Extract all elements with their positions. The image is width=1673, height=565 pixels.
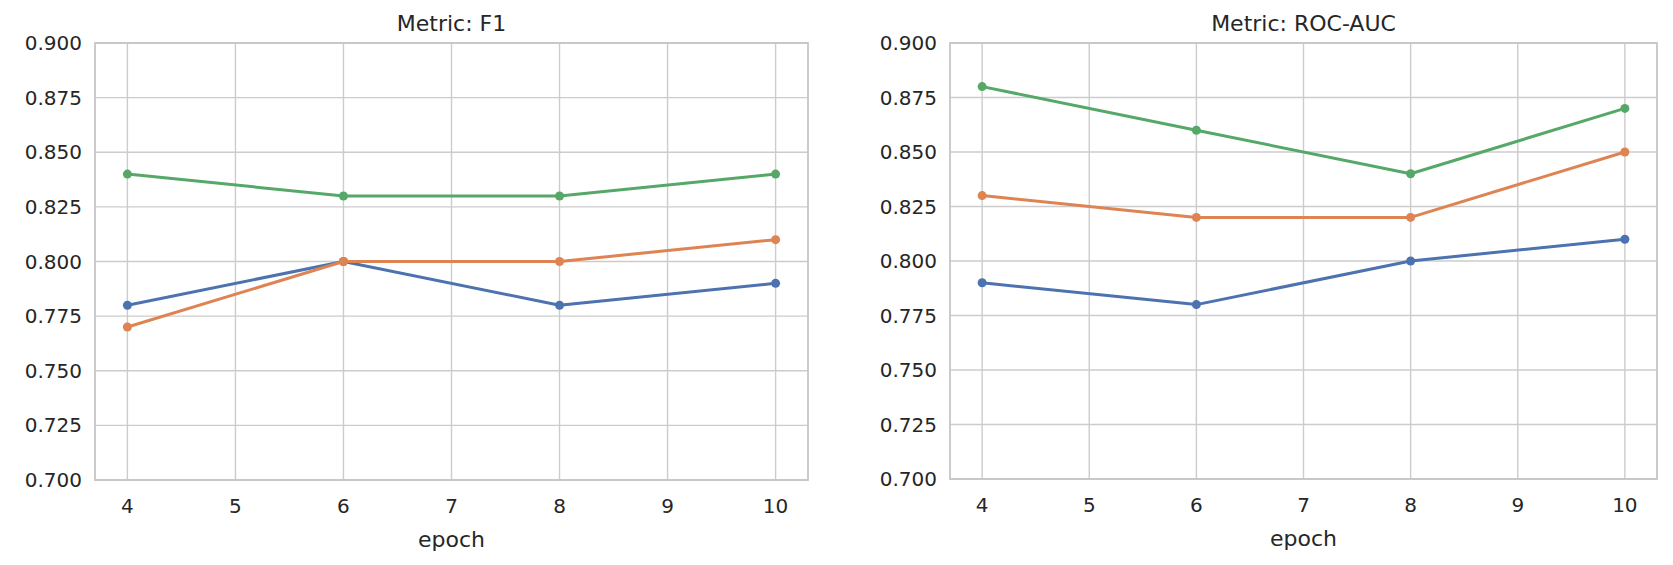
y-tick-label: 0.825 <box>25 195 82 219</box>
x-tick-label: 7 <box>445 494 458 518</box>
orange-series-marker <box>1406 213 1415 222</box>
green-series-marker <box>1192 126 1201 135</box>
y-tick-label: 0.775 <box>25 304 82 328</box>
blue-series-marker <box>555 301 564 310</box>
y-tick-label: 0.800 <box>880 249 937 273</box>
orange-series-marker <box>123 323 132 332</box>
f1-chart-canvas: 0.700 0.725 0.750 0.775 0.800 0.825 0.850 0.875… <box>0 0 836 565</box>
green-series-marker <box>978 82 987 91</box>
y-tick-label: 0.750 <box>880 358 937 382</box>
blue-series-marker <box>1620 235 1629 244</box>
y-tick-label: 0.900 <box>25 31 82 55</box>
blue-series-marker <box>1406 257 1415 266</box>
orange-series-marker <box>339 257 348 266</box>
figure-canvas: 0.700 0.725 0.750 0.775 0.800 0.825 0.850 0.875… <box>0 0 1673 565</box>
x-tick-label: 7 <box>1297 493 1310 517</box>
x-tick-label: 6 <box>337 494 350 518</box>
orange-series-marker <box>1620 148 1629 157</box>
orange-series-marker <box>1192 213 1201 222</box>
blue-series-marker <box>1192 300 1201 309</box>
x-tick-label: 5 <box>1083 493 1096 517</box>
f1-chart-panel: 0.700 0.725 0.750 0.775 0.800 0.825 0.850 0.875… <box>0 0 836 565</box>
roc-auc-xaxis-label: epoch <box>1270 526 1337 551</box>
x-tick-label: 5 <box>229 494 242 518</box>
y-tick-label: 0.875 <box>25 86 82 110</box>
green-series-marker <box>1620 104 1629 113</box>
green-series-marker <box>339 191 348 200</box>
y-tick-label: 0.700 <box>880 467 937 491</box>
orange-series-marker <box>555 257 564 266</box>
y-tick-label: 0.725 <box>880 413 937 437</box>
green-series-marker <box>123 170 132 179</box>
y-tick-label: 0.850 <box>880 140 937 164</box>
x-tick-label: 4 <box>976 493 989 517</box>
f1-chart-title: Metric: F1 <box>397 11 506 36</box>
x-tick-label: 10 <box>763 494 788 518</box>
y-tick-label: 0.775 <box>880 304 937 328</box>
y-tick-label: 0.875 <box>880 86 937 110</box>
x-tick-label: 9 <box>1511 493 1524 517</box>
roc-auc-chart-canvas: 0.700 0.725 0.750 0.775 0.800 0.825 0.850 0.875… <box>836 0 1673 565</box>
y-tick-label: 0.750 <box>25 359 82 383</box>
blue-series-marker <box>771 279 780 288</box>
green-series-marker <box>555 191 564 200</box>
y-tick-label: 0.900 <box>880 31 937 55</box>
x-tick-label: 10 <box>1612 493 1637 517</box>
orange-series-marker <box>978 191 987 200</box>
x-tick-label: 9 <box>661 494 674 518</box>
green-series-marker <box>1406 169 1415 178</box>
green-series-marker <box>771 170 780 179</box>
x-tick-label: 4 <box>121 494 134 518</box>
x-tick-label: 8 <box>553 494 566 518</box>
orange-series-marker <box>771 235 780 244</box>
roc-auc-chart-panel: 0.700 0.725 0.750 0.775 0.800 0.825 0.850 0.875… <box>836 0 1672 565</box>
f1-xaxis-label: epoch <box>418 527 485 552</box>
roc-auc-chart-title: Metric: ROC-AUC <box>1211 11 1396 36</box>
y-tick-label: 0.800 <box>25 250 82 274</box>
y-tick-label: 0.825 <box>880 195 937 219</box>
x-tick-label: 8 <box>1404 493 1417 517</box>
x-tick-label: 6 <box>1190 493 1203 517</box>
y-tick-label: 0.850 <box>25 140 82 164</box>
y-tick-label: 0.725 <box>25 413 82 437</box>
blue-series-marker <box>978 278 987 287</box>
blue-series-marker <box>123 301 132 310</box>
y-tick-label: 0.700 <box>25 468 82 492</box>
